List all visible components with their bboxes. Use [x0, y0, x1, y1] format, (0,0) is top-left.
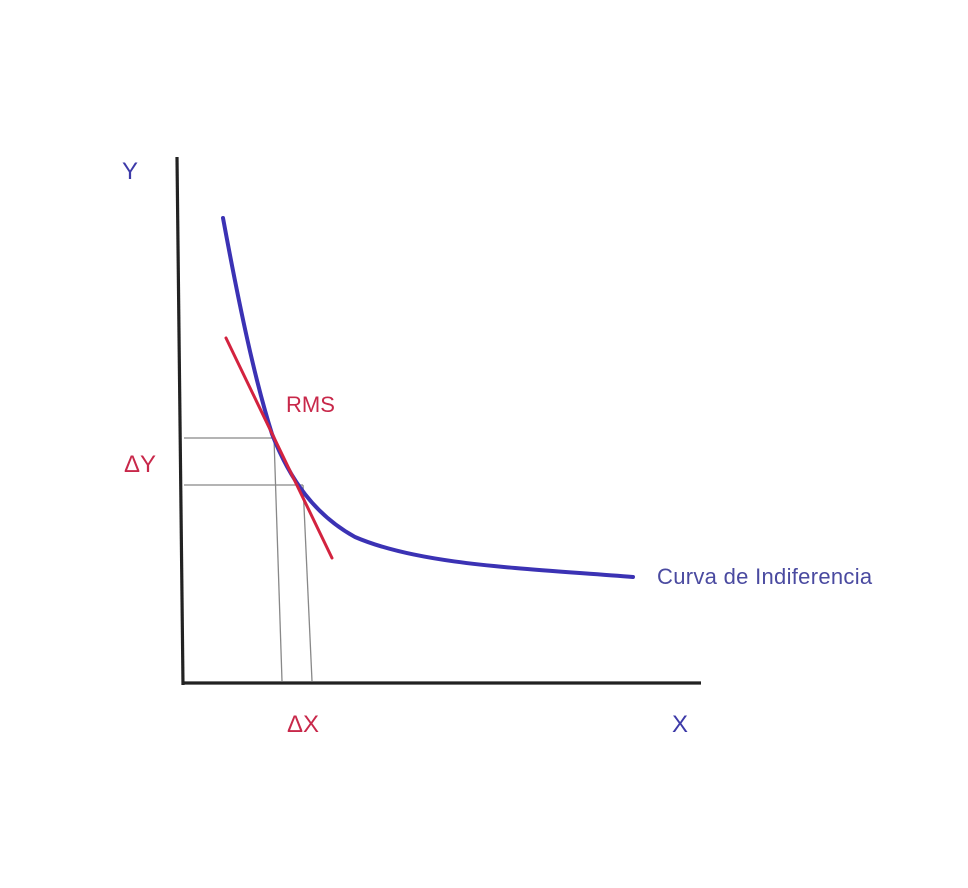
delta-x-label: ΔX	[287, 711, 320, 738]
delta-x-guide-left	[273, 437, 283, 682]
y-axis	[175, 156, 185, 686]
y-axis-label: Y	[122, 158, 139, 185]
indifference-curve	[221, 216, 635, 579]
delta-x-guide-right	[302, 484, 313, 682]
tangent-line	[224, 336, 334, 560]
rms-label: RMS	[286, 392, 335, 417]
delta-y-label: ΔY	[124, 451, 157, 478]
x-axis-label: X	[672, 711, 689, 738]
curve-label: Curva de Indiferencia	[657, 564, 873, 589]
